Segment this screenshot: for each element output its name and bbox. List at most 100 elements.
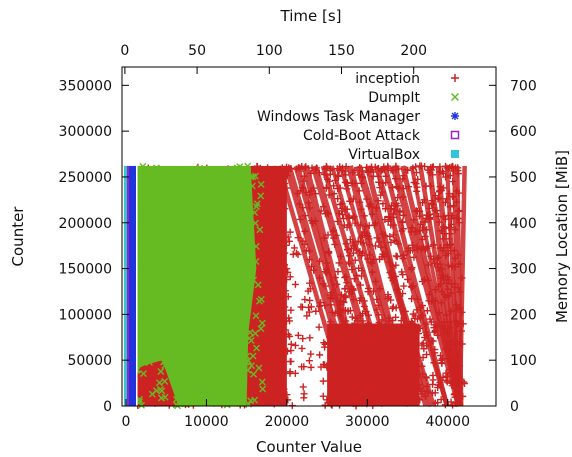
dumpit-point (165, 196, 173, 204)
inception-point (268, 319, 276, 327)
inception-point (264, 215, 272, 223)
inception-point (278, 203, 286, 211)
inception-point (260, 302, 268, 310)
dumpit-point (139, 333, 147, 341)
inception-point (279, 199, 287, 207)
inception-point (260, 397, 268, 405)
inception-point (276, 310, 284, 318)
dumpit-point (156, 340, 164, 348)
inception-point (332, 375, 340, 383)
inception-point (407, 318, 415, 326)
dumpit-point (225, 373, 233, 381)
dumpit-point (171, 355, 179, 363)
inception-point (335, 172, 343, 180)
dumpit-point (167, 348, 175, 356)
y2-tick-label: 600 (510, 124, 537, 140)
inception-point (263, 221, 271, 229)
dumpit-point (255, 364, 263, 372)
inception-streak (276, 165, 351, 407)
inception-point (375, 238, 383, 246)
inception-point (363, 195, 371, 203)
dumpit-point (233, 178, 241, 186)
inception-point (428, 197, 436, 205)
inception-point (441, 199, 449, 207)
inception-point (325, 333, 333, 341)
dumpit-point (157, 394, 165, 402)
plot-marks (124, 162, 468, 410)
inception-point (330, 190, 338, 198)
inception-point (430, 241, 438, 249)
inception-point (425, 291, 433, 299)
dumpit-point (251, 329, 259, 337)
inception-point (274, 394, 282, 402)
inception-point (352, 371, 360, 379)
x-tick-label: 30000 (345, 414, 390, 430)
inception-point (373, 204, 381, 212)
inception-point (419, 235, 427, 243)
inception-point (423, 351, 431, 359)
inception-point (253, 163, 261, 171)
inception-point (434, 399, 442, 407)
inception-point (342, 317, 350, 325)
dumpit-point (154, 315, 162, 323)
inception-point (319, 377, 327, 385)
inception-point (454, 215, 462, 223)
series-virtualbox (124, 165, 130, 406)
dumpit-point (142, 206, 150, 214)
legend-marker (451, 150, 459, 158)
inception-point (307, 363, 315, 371)
inception-point (418, 387, 426, 395)
inception-point (375, 301, 383, 309)
inception-point (312, 307, 320, 315)
inception-point (274, 362, 282, 370)
y2-tick-label: 500 (510, 170, 537, 186)
dumpit-point (203, 202, 211, 210)
dumpit-point (242, 358, 250, 366)
inception-point (357, 205, 365, 213)
x-tick-label: 40000 (425, 414, 470, 430)
dumpit-point (258, 319, 266, 327)
inception-point (345, 258, 353, 266)
inception-point (323, 171, 331, 179)
inception-point (300, 172, 308, 180)
dumpit-point (251, 172, 259, 180)
dumpit-point (199, 225, 207, 233)
inception-point (368, 396, 376, 404)
dumpit-point (232, 199, 240, 207)
dumpit-point (250, 276, 258, 284)
inception-point (259, 290, 267, 298)
inception-point (323, 259, 331, 267)
inception-point (439, 235, 447, 243)
inception-point (405, 388, 413, 396)
inception-point (400, 172, 408, 180)
dumpit-point (236, 380, 244, 388)
dumpit-point (230, 345, 238, 353)
dumpit-point (237, 298, 245, 306)
inception-point (338, 398, 346, 406)
inception-point (260, 270, 268, 278)
inception-point (394, 360, 402, 368)
dumpit-point (219, 395, 227, 403)
inception-point (440, 184, 448, 192)
inception-point (378, 188, 386, 196)
dumpit-point (247, 231, 255, 239)
inception-point (413, 306, 421, 314)
dumpit-point (188, 284, 196, 292)
inception-point (347, 244, 355, 252)
inception-point (319, 361, 327, 369)
dumpit-point (215, 181, 223, 189)
dumpit-point (210, 196, 218, 204)
legend-label: DumpIt (368, 90, 420, 106)
inception-point (345, 252, 353, 260)
inception-point (389, 262, 397, 270)
dumpit-point (173, 210, 181, 218)
dumpit-point (150, 170, 158, 178)
dumpit-point (188, 174, 196, 182)
dumpit-point (176, 348, 184, 356)
inception-point (358, 179, 366, 187)
inception-point (376, 285, 384, 293)
dumpit-point (222, 356, 230, 364)
inception-point (426, 315, 434, 323)
inception-point (335, 380, 343, 388)
inception-point (258, 208, 266, 216)
